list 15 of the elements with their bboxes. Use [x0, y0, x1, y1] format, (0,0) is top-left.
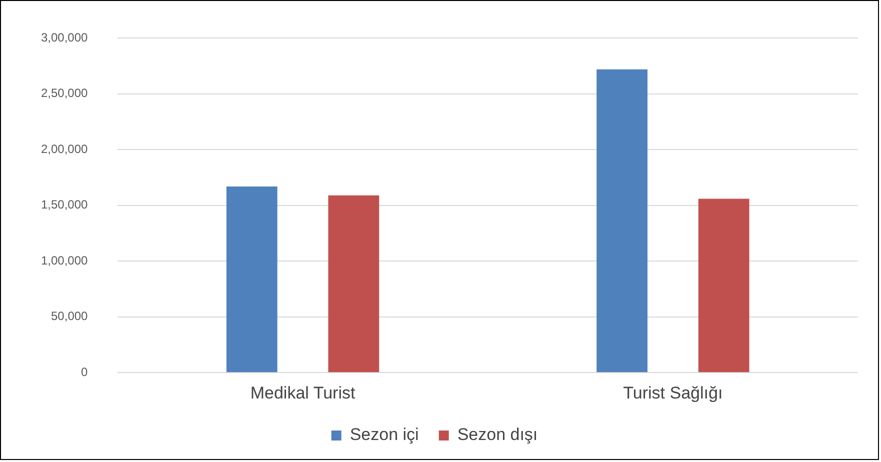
y-tick-label: 2,50,000 — [40, 86, 88, 100]
legend-label: Sezon içi — [350, 425, 419, 444]
y-tick-label: 2,00,000 — [40, 142, 88, 156]
y-tick-label: 1,50,000 — [40, 198, 88, 212]
x-tick-label: Turist Sağlığı — [623, 383, 723, 402]
y-tick-label: 0 — [81, 364, 88, 379]
bar — [328, 195, 380, 372]
bar — [226, 186, 278, 372]
bar — [698, 198, 750, 372]
y-tick-label: 50,000 — [51, 309, 88, 324]
y-tick-label: 1,00,000 — [40, 253, 88, 268]
legend-label: Sezon dışı — [457, 425, 538, 444]
x-tick-label: Medikal Turist — [250, 383, 356, 402]
y-tick-label: 3,00,000 — [40, 30, 88, 45]
bar — [596, 69, 648, 372]
